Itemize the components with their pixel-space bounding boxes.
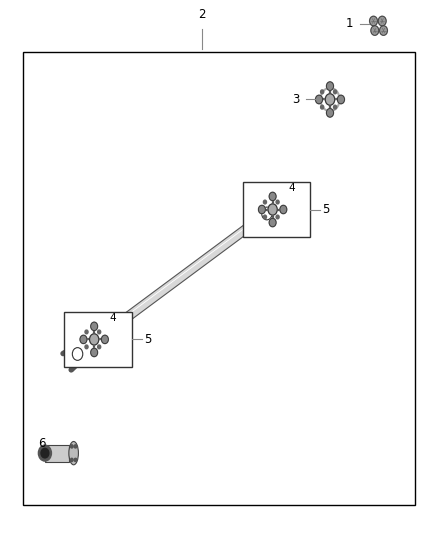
Circle shape: [333, 90, 337, 94]
Circle shape: [269, 219, 276, 227]
Circle shape: [276, 200, 279, 204]
Circle shape: [268, 204, 277, 215]
Circle shape: [91, 348, 98, 357]
Ellipse shape: [69, 441, 78, 465]
Circle shape: [380, 26, 388, 35]
Circle shape: [269, 192, 276, 200]
Circle shape: [261, 207, 272, 220]
Text: 4: 4: [110, 313, 117, 323]
Circle shape: [41, 448, 49, 458]
Circle shape: [85, 330, 88, 334]
Circle shape: [337, 95, 344, 104]
Circle shape: [71, 445, 73, 448]
Circle shape: [370, 16, 378, 26]
Text: 1: 1: [346, 17, 353, 30]
Circle shape: [85, 345, 88, 349]
Text: 2: 2: [198, 8, 205, 21]
Circle shape: [102, 335, 108, 344]
Circle shape: [326, 109, 333, 117]
Circle shape: [91, 322, 98, 330]
Circle shape: [371, 26, 379, 35]
Bar: [243, 182, 311, 237]
Circle shape: [90, 334, 99, 345]
Bar: [45, 445, 69, 462]
Circle shape: [258, 205, 265, 214]
Circle shape: [321, 105, 324, 109]
Circle shape: [263, 215, 266, 219]
Circle shape: [39, 445, 51, 461]
Text: 6: 6: [38, 437, 45, 450]
Circle shape: [74, 445, 77, 448]
Circle shape: [280, 205, 287, 214]
Circle shape: [263, 200, 266, 204]
Circle shape: [325, 94, 335, 105]
Circle shape: [378, 16, 386, 26]
Text: 5: 5: [322, 203, 329, 216]
Circle shape: [315, 95, 322, 104]
Circle shape: [80, 335, 87, 344]
Text: 4: 4: [288, 183, 295, 193]
Bar: [64, 312, 132, 367]
Circle shape: [333, 105, 337, 109]
Bar: [23, 52, 415, 505]
Circle shape: [71, 458, 73, 462]
Circle shape: [98, 330, 101, 334]
Circle shape: [98, 345, 101, 349]
Circle shape: [276, 215, 279, 219]
Text: 5: 5: [144, 333, 151, 346]
Circle shape: [326, 82, 333, 91]
Text: 3: 3: [292, 93, 300, 106]
Polygon shape: [75, 209, 269, 358]
Circle shape: [74, 458, 77, 462]
Circle shape: [72, 348, 83, 360]
Circle shape: [321, 90, 324, 94]
